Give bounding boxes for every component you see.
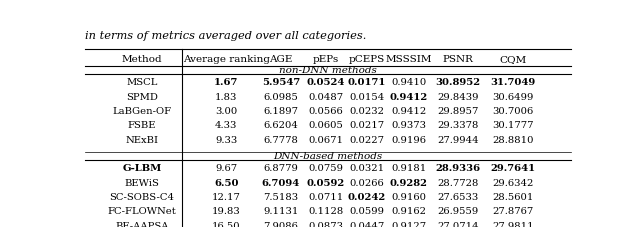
Text: SC-SOBS-C4: SC-SOBS-C4 — [109, 192, 175, 201]
Text: 6.6204: 6.6204 — [264, 121, 298, 130]
Text: 29.8439: 29.8439 — [437, 92, 479, 101]
Text: 7.9086: 7.9086 — [264, 221, 298, 227]
Text: 0.0605: 0.0605 — [308, 121, 343, 130]
Text: 0.0524: 0.0524 — [307, 78, 345, 87]
Text: 6.7094: 6.7094 — [262, 178, 300, 187]
Text: 19.83: 19.83 — [212, 207, 241, 215]
Text: 27.9944: 27.9944 — [437, 135, 479, 144]
Text: PSNR: PSNR — [442, 55, 474, 64]
Text: 0.0447: 0.0447 — [349, 221, 384, 227]
Text: 0.9127: 0.9127 — [391, 221, 426, 227]
Text: 9.1131: 9.1131 — [263, 207, 299, 215]
Text: 0.0232: 0.0232 — [349, 106, 384, 116]
Text: FSBE: FSBE — [128, 121, 156, 130]
Text: 6.8779: 6.8779 — [264, 163, 298, 173]
Text: 0.0154: 0.0154 — [349, 92, 384, 101]
Text: BE-AAPSA: BE-AAPSA — [115, 221, 169, 227]
Text: 28.8810: 28.8810 — [492, 135, 534, 144]
Text: 0.0599: 0.0599 — [349, 207, 384, 215]
Text: Average ranking: Average ranking — [183, 55, 270, 64]
Text: DNN-based methods: DNN-based methods — [273, 152, 383, 161]
Text: MSCL: MSCL — [126, 78, 157, 87]
Text: non-DNN methods: non-DNN methods — [279, 66, 377, 75]
Text: 3.00: 3.00 — [215, 106, 237, 116]
Text: 0.9160: 0.9160 — [391, 192, 426, 201]
Text: 0.9162: 0.9162 — [391, 207, 426, 215]
Text: 28.9336: 28.9336 — [435, 163, 481, 173]
Text: NExBI: NExBI — [125, 135, 159, 144]
Text: 27.8767: 27.8767 — [492, 207, 534, 215]
Text: 0.9282: 0.9282 — [390, 178, 428, 187]
Text: 27.6533: 27.6533 — [437, 192, 479, 201]
Text: 30.6499: 30.6499 — [492, 92, 534, 101]
Text: pCEPS: pCEPS — [349, 55, 385, 64]
Text: 0.0171: 0.0171 — [348, 78, 386, 87]
Text: 6.0985: 6.0985 — [264, 92, 298, 101]
Text: 1.83: 1.83 — [215, 92, 237, 101]
Text: 0.9410: 0.9410 — [391, 78, 426, 87]
Text: 5.9547: 5.9547 — [262, 78, 300, 87]
Text: LaBGen-OF: LaBGen-OF — [113, 106, 172, 116]
Text: 0.0242: 0.0242 — [348, 192, 386, 201]
Text: 0.0711: 0.0711 — [308, 192, 343, 201]
Text: 4.33: 4.33 — [215, 121, 237, 130]
Text: 9.33: 9.33 — [215, 135, 237, 144]
Text: 0.0227: 0.0227 — [349, 135, 384, 144]
Text: pEPs: pEPs — [312, 55, 339, 64]
Text: BEWiS: BEWiS — [125, 178, 159, 187]
Text: G-LBM: G-LBM — [122, 163, 162, 173]
Text: 0.0759: 0.0759 — [308, 163, 343, 173]
Text: 29.8957: 29.8957 — [437, 106, 479, 116]
Text: 6.1897: 6.1897 — [264, 106, 298, 116]
Text: 30.7006: 30.7006 — [492, 106, 534, 116]
Text: 1.67: 1.67 — [214, 78, 239, 87]
Text: 27.9811: 27.9811 — [492, 221, 534, 227]
Text: 0.0566: 0.0566 — [308, 106, 343, 116]
Text: 31.7049: 31.7049 — [490, 78, 536, 87]
Text: 0.9412: 0.9412 — [390, 92, 428, 101]
Text: 28.5601: 28.5601 — [492, 192, 534, 201]
Text: 29.3378: 29.3378 — [437, 121, 479, 130]
Text: 29.7641: 29.7641 — [490, 163, 536, 173]
Text: 0.9412: 0.9412 — [391, 106, 426, 116]
Text: 6.7778: 6.7778 — [264, 135, 298, 144]
Text: 29.6342: 29.6342 — [492, 178, 534, 187]
Text: 7.5183: 7.5183 — [263, 192, 298, 201]
Text: 27.0714: 27.0714 — [437, 221, 479, 227]
Text: Method: Method — [122, 55, 163, 64]
Text: 0.0217: 0.0217 — [349, 121, 384, 130]
Text: 12.17: 12.17 — [212, 192, 241, 201]
Text: 28.7728: 28.7728 — [437, 178, 479, 187]
Text: 0.0671: 0.0671 — [308, 135, 343, 144]
Text: 0.9373: 0.9373 — [391, 121, 426, 130]
Text: CQM: CQM — [499, 55, 527, 64]
Text: SPMD: SPMD — [126, 92, 158, 101]
Text: 9.67: 9.67 — [215, 163, 237, 173]
Text: AGE: AGE — [269, 55, 292, 64]
Text: in terms of metrics averaged over all categories.: in terms of metrics averaged over all ca… — [85, 31, 366, 41]
Text: 0.0487: 0.0487 — [308, 92, 343, 101]
Text: 6.50: 6.50 — [214, 178, 239, 187]
Text: 16.50: 16.50 — [212, 221, 241, 227]
Text: 0.1128: 0.1128 — [308, 207, 343, 215]
Text: FC-FLOWNet: FC-FLOWNet — [108, 207, 177, 215]
Text: 0.9181: 0.9181 — [391, 163, 426, 173]
Text: 26.9559: 26.9559 — [437, 207, 479, 215]
Text: 0.0873: 0.0873 — [308, 221, 343, 227]
Text: 30.8952: 30.8952 — [435, 78, 481, 87]
Text: MSSSIM: MSSSIM — [385, 55, 432, 64]
Text: 0.9196: 0.9196 — [391, 135, 426, 144]
Text: 0.0592: 0.0592 — [307, 178, 345, 187]
Text: 0.0266: 0.0266 — [349, 178, 384, 187]
Text: 30.1777: 30.1777 — [492, 121, 534, 130]
Text: 0.0321: 0.0321 — [349, 163, 384, 173]
